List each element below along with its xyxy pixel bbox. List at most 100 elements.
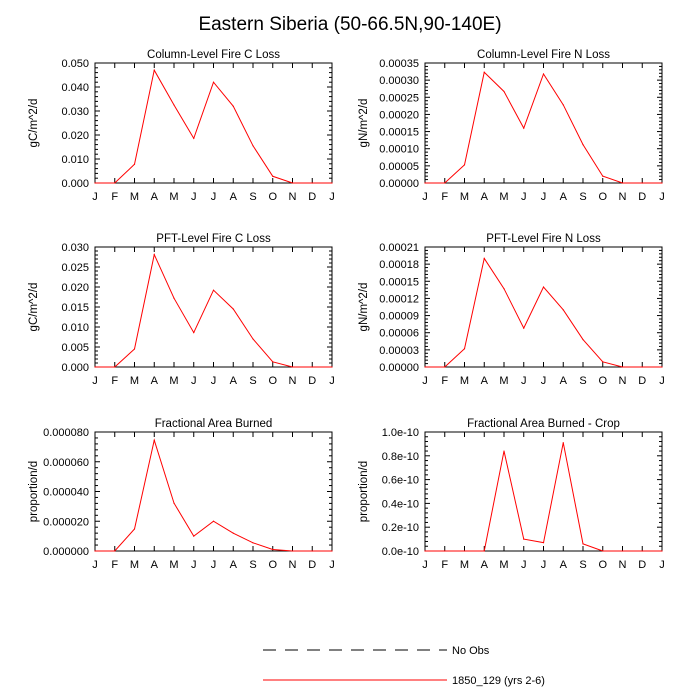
data-point [114, 550, 116, 552]
x-tick-label: A [151, 559, 159, 571]
data-point [252, 542, 254, 544]
x-tick-label: N [289, 375, 297, 387]
data-point [444, 550, 446, 552]
data-point [272, 361, 274, 363]
panel-5: Fractional Area Burnedproportion/d0.0000… [28, 418, 335, 571]
x-tick-label: N [289, 559, 297, 571]
data-point [232, 105, 234, 107]
data-point [542, 73, 545, 75]
data-point [133, 163, 136, 165]
data-point [291, 366, 294, 368]
y-tick-label: 0.000060 [43, 457, 89, 469]
x-tick-label: M [169, 191, 178, 203]
data-point [562, 104, 564, 106]
panel-1: Column-Level Fire C Loss gC/m^2/d 0.000 0.0… [28, 49, 335, 203]
x-tick-label: J [659, 559, 665, 571]
x-tick-label: M [169, 375, 178, 387]
data-point [582, 543, 584, 545]
panel-6: Fractional Area Burned - Crop proportion/… [358, 418, 665, 571]
x-tick-label: J [541, 191, 547, 203]
x-tick-label: J [211, 191, 217, 203]
x-tick-label: J [92, 191, 98, 203]
data-point [212, 81, 215, 83]
x-tick-label: A [481, 375, 489, 387]
y-tick-label: 0.020 [61, 130, 89, 142]
x-tick-label: A [230, 559, 238, 571]
data-point [424, 550, 426, 552]
x-tick-label: M [169, 559, 178, 571]
data-point [503, 450, 505, 452]
data-point [542, 286, 545, 288]
y-tick-label: 0.000020 [43, 516, 89, 528]
x-tick-label: D [638, 191, 646, 203]
data-point [311, 550, 313, 552]
x-tick-label: N [289, 191, 297, 203]
panel-2: Column-Level Fire N Loss gN/m^2/d 0.00000 0… [358, 49, 665, 203]
y-tick-label: 0.00025 [379, 92, 419, 104]
data-point [503, 90, 505, 93]
data-point [133, 348, 136, 350]
data-point [252, 338, 254, 340]
panel-title: PFT-Level Fire C Loss [156, 233, 271, 245]
x-tick-label: M [460, 191, 469, 203]
y-tick-label: 0.00000 [379, 178, 419, 190]
panel-title: Fractional Area Burned [155, 418, 273, 430]
data-point [562, 309, 564, 311]
data-point [602, 361, 604, 363]
y-tick-label: 0.2e-10 [382, 522, 419, 534]
x-tick-label: M [130, 375, 139, 387]
x-tick-label: N [619, 191, 627, 203]
x-tick-label: F [111, 559, 118, 571]
data-point [153, 439, 155, 441]
data-point [424, 366, 426, 368]
data-point [444, 366, 446, 368]
plot-frame [94, 62, 333, 184]
x-tick-label: O [268, 191, 277, 203]
x-tick-label: J [191, 191, 197, 203]
x-tick-label: J [329, 375, 335, 387]
data-point [602, 175, 604, 177]
y-tick-label: 0.010 [61, 322, 89, 334]
legend-label: 1850_129 (yrs 2-6) [452, 675, 545, 687]
data-point [331, 366, 333, 368]
x-tick-label: A [481, 191, 489, 203]
x-tick-label: N [619, 375, 627, 387]
y-tick-label: 0.00006 [379, 328, 419, 340]
x-tick-label: J [329, 559, 335, 571]
x-tick-label: J [541, 559, 547, 571]
y-axis-label: proportion/d [358, 461, 370, 522]
y-tick-label: 0.000 [61, 178, 89, 190]
data-point [173, 502, 175, 504]
x-tick-label: O [598, 559, 607, 571]
x-tick-label: M [130, 559, 139, 571]
data-point [483, 71, 485, 73]
panel-title: PFT-Level Fire N Loss [486, 233, 601, 245]
y-tick-label: 0.050 [61, 58, 89, 70]
y-tick-label: 0.00018 [379, 259, 419, 271]
data-point [483, 550, 485, 552]
series-line-1 [425, 71, 662, 184]
x-tick-label: S [579, 191, 586, 203]
data-point [621, 182, 624, 184]
data-point [582, 144, 584, 146]
x-tick-label: F [441, 375, 448, 387]
data-point [94, 366, 96, 368]
x-tick-label: J [521, 559, 527, 571]
x-tick-label: J [211, 375, 217, 387]
x-tick-label: M [499, 559, 508, 571]
x-tick-label: J [191, 375, 197, 387]
x-tick-label: D [308, 191, 316, 203]
y-tick-label: 0.010 [61, 154, 89, 166]
data-point [503, 288, 505, 290]
data-point [114, 366, 116, 368]
data-point [272, 175, 274, 177]
x-tick-label: M [499, 191, 508, 203]
series-line-1 [425, 257, 662, 368]
figure-title: Eastern Siberia (50-66.5N,90-140E) [198, 14, 502, 35]
x-tick-label: M [460, 559, 469, 571]
data-point [94, 550, 96, 552]
x-tick-label: D [638, 375, 646, 387]
x-tick-label: M [130, 191, 139, 203]
y-tick-label: 0.0e-10 [382, 546, 419, 558]
data-point [621, 366, 624, 368]
